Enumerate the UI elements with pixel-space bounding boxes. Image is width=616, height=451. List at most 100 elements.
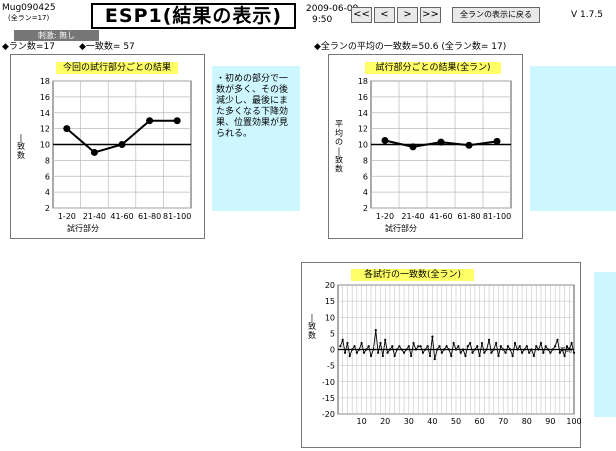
x-tick-label: 10 — [357, 417, 367, 426]
y-tick-label: 0 — [330, 346, 335, 355]
data-point — [441, 352, 443, 354]
data-point — [479, 355, 481, 357]
data-point — [571, 342, 573, 344]
data-point — [512, 355, 514, 357]
segment-chart-all-runs: 246810121416181-2021-4041-6061-8081-100試… — [329, 55, 524, 240]
y-tick-label: 12 — [40, 125, 50, 134]
data-point — [368, 345, 370, 347]
data-point — [349, 355, 351, 357]
data-point — [476, 345, 478, 347]
data-point — [500, 345, 502, 347]
data-point — [396, 348, 398, 350]
x-tick-label: 70 — [498, 417, 508, 426]
y-tick-label: 5 — [330, 329, 335, 338]
data-point — [424, 348, 426, 350]
nav-next-button[interactable]: > — [397, 7, 418, 23]
y-axis-label: | — [20, 133, 23, 142]
trial-chart: -20-15-10-505101520平均1020304050607080901… — [302, 263, 582, 449]
data-point — [481, 342, 483, 344]
data-point — [464, 355, 466, 357]
data-point — [438, 139, 445, 146]
data-point — [420, 345, 422, 347]
time-label: 9:50 — [312, 15, 332, 25]
data-point — [370, 355, 372, 357]
data-point — [356, 352, 358, 354]
data-point — [394, 355, 396, 357]
page-title: ESP1(結果の表示) — [91, 3, 296, 29]
x-axis-label: 試行部分 — [385, 223, 417, 233]
data-point — [417, 345, 419, 347]
y-tick-label: 15 — [325, 297, 335, 306]
data-point — [494, 138, 501, 145]
data-point — [549, 352, 551, 354]
y-axis-label: 致 — [17, 141, 25, 151]
x-tick-label: 50 — [451, 417, 461, 426]
y-tick-label: 10 — [358, 141, 368, 150]
x-tick-label: 81-100 — [483, 212, 511, 221]
comment-text: ・初めの部分で一 数が多く、その後 減少し、最後にま た多くなる下降効 果、位置… — [216, 74, 300, 140]
x-tick-label: 61-80 — [457, 212, 480, 221]
data-point — [561, 348, 563, 350]
data-point — [384, 339, 386, 341]
x-tick-label: 21-40 — [401, 212, 424, 221]
y-tick-label: 10 — [325, 313, 335, 322]
data-point — [509, 348, 511, 350]
y-tick-label: 8 — [45, 156, 50, 165]
y-tick-label: 12 — [358, 125, 368, 134]
nav-first-button[interactable]: << — [351, 7, 372, 23]
show-all-runs-button[interactable]: 全ランの表示に戻る — [452, 7, 540, 23]
y-axis-label: 数 — [308, 330, 316, 340]
data-point — [353, 345, 355, 347]
data-point — [382, 355, 384, 357]
y-axis-label: 均 — [335, 128, 343, 138]
y-tick-label: 4 — [45, 188, 50, 197]
data-point — [563, 355, 565, 357]
data-point — [530, 348, 532, 350]
data-point — [554, 345, 556, 347]
data-point — [535, 345, 537, 347]
data-point — [363, 352, 365, 354]
data-point — [422, 352, 424, 354]
data-point — [467, 345, 469, 347]
y-tick-label: -5 — [327, 362, 335, 371]
data-point — [410, 143, 417, 150]
data-point — [361, 342, 363, 344]
data-point — [450, 355, 452, 357]
data-point — [91, 149, 98, 156]
y-tick-label: 14 — [358, 109, 368, 118]
version-label: V 1.7.5 — [571, 10, 603, 20]
data-point — [339, 345, 341, 347]
session-id: Mug090425 — [2, 3, 56, 13]
y-axis-label: | — [311, 313, 314, 322]
data-point — [466, 142, 473, 149]
data-point — [427, 345, 429, 347]
data-point — [552, 348, 554, 350]
data-point — [547, 348, 549, 350]
data-point — [443, 348, 445, 350]
data-point — [375, 329, 377, 331]
data-point — [408, 345, 410, 347]
y-axis-label: 数 — [17, 150, 25, 160]
data-point — [542, 352, 544, 354]
y-tick-label: 6 — [45, 172, 50, 181]
x-tick-label: 30 — [404, 417, 414, 426]
y-tick-label: 20 — [325, 281, 335, 290]
y-tick-label: 16 — [358, 93, 368, 102]
nav-prev-button[interactable]: < — [374, 7, 395, 23]
data-point — [523, 348, 525, 350]
data-point — [533, 355, 535, 357]
data-point — [365, 348, 367, 350]
comment-box-bottom — [594, 272, 616, 417]
data-point — [389, 348, 391, 350]
data-point — [372, 348, 374, 350]
data-point — [457, 345, 459, 347]
data-point — [398, 345, 400, 347]
y-axis-label: 数 — [335, 164, 343, 174]
nav-last-button[interactable]: >> — [420, 7, 441, 23]
x-tick-label: 1-20 — [58, 212, 76, 221]
data-point — [566, 345, 568, 347]
data-point — [495, 342, 497, 344]
session-sub: (全ラン=17) — [8, 14, 49, 22]
segment-chart-panel: 今回の試行部分ごとの結果 246810121416181-2021-4041-6… — [10, 54, 205, 239]
y-tick-label: 14 — [40, 109, 50, 118]
